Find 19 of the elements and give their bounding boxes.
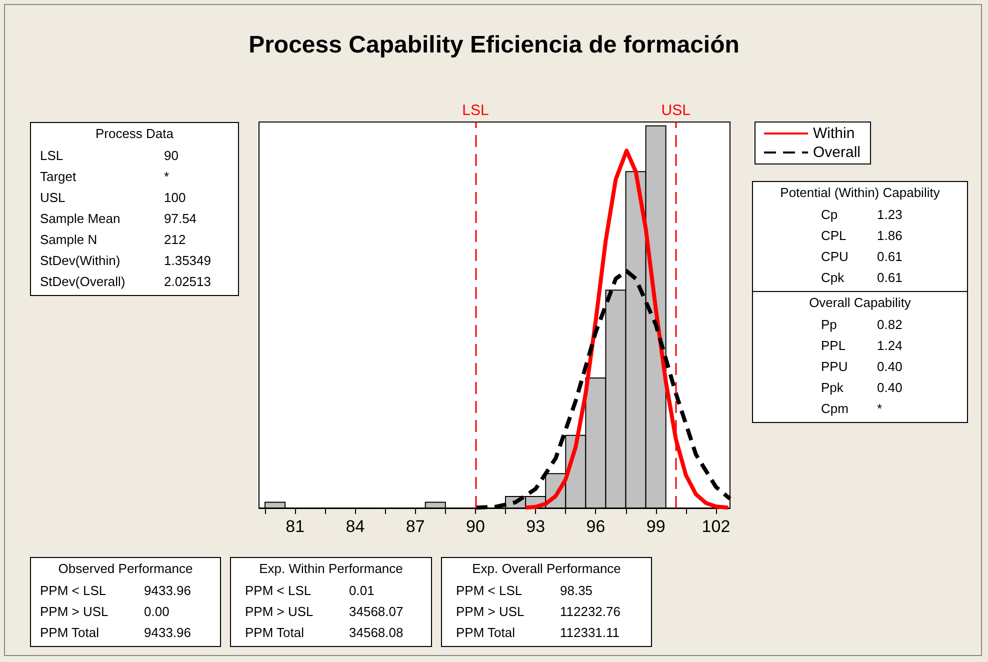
text: Observed Performance PPM < LSL 9433.96 PPM > USL 0.00 PPM Total 9433.96	[40, 561, 193, 640]
text: Process Data LSL 90 Target * USL 100 Sample Mean 97.54 Sample N 212 StDev(Within) 1.35349 StDev(Overall) 2.02513	[40, 126, 211, 289]
legend-label: Within	[813, 125, 855, 142]
x-tick-label: 81	[286, 517, 305, 536]
x-tick-label: 84	[346, 517, 365, 536]
legend-label: Overall	[813, 144, 861, 161]
x-tick-label: 96	[586, 517, 606, 536]
chart-title: Process Capability Eficiencia de formación	[248, 32, 740, 58]
ref-line-label: USL	[661, 102, 690, 119]
x-tick-label: 90	[466, 517, 485, 536]
x-tick-label: 102	[702, 517, 730, 536]
text: Exp. Overall Performance PPM < LSL 98.35 PPM > USL 112232.76 PPM Total 112331.11	[456, 561, 621, 640]
text: Potential (Within) Capability Cp 1.23 CPL 1.86 CPU 0.61 Cpk 0.61	[780, 185, 940, 285]
x-tick-label: 99	[646, 517, 666, 536]
x-tick-label: 93	[526, 517, 546, 536]
text: Overall Capability Pp 0.82 PPL 1.24 PPU 0.40 Ppk 0.40 Cpm *	[809, 295, 911, 416]
text: Exp. Within Performance PPM < LSL 0.01 PPM > USL 34568.07 PPM Total 34568.08	[245, 561, 404, 640]
x-tick-label: 87	[406, 517, 425, 536]
ref-line-label: LSL	[462, 102, 489, 119]
